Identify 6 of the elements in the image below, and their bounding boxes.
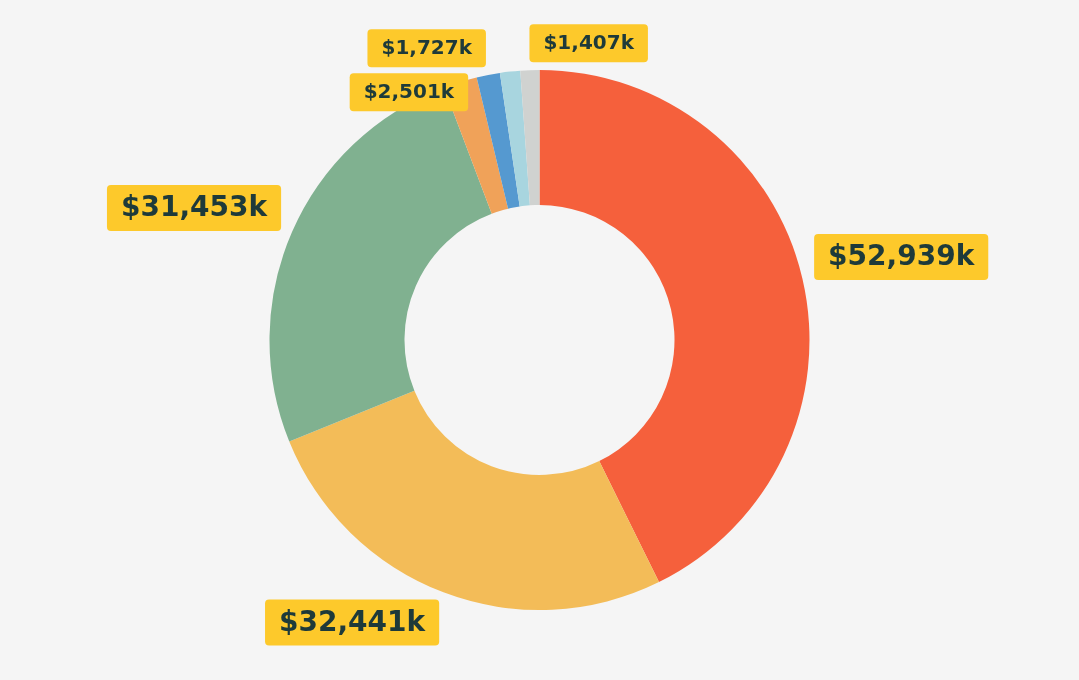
- data-label: $31,453k: [120, 190, 269, 224]
- data-label: $1,407k: [543, 30, 635, 55]
- data-label: $2,501k: [363, 79, 455, 104]
- data-label: $52,939k: [828, 239, 976, 273]
- data-label: $1,727k: [381, 35, 473, 60]
- data-label: $32,441k: [279, 604, 427, 638]
